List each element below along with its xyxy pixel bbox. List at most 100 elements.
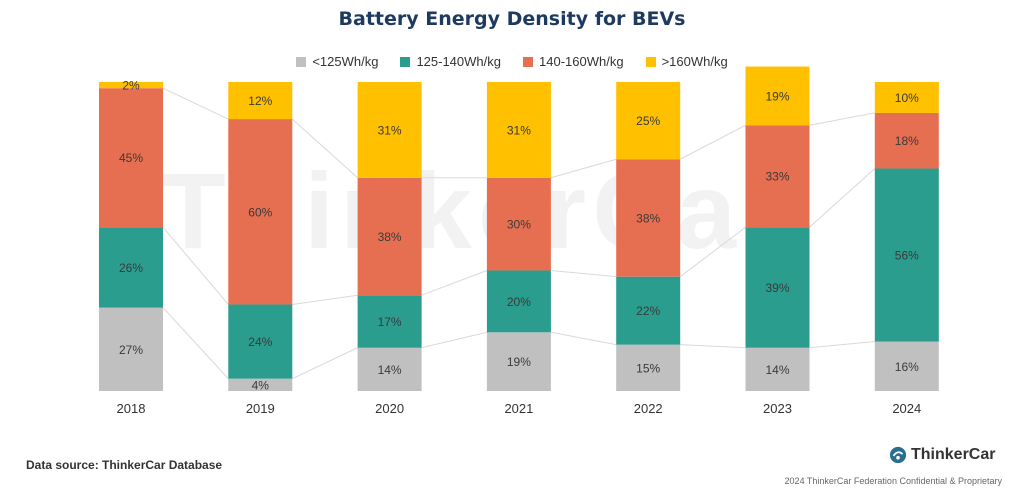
connector-line (292, 294, 358, 305)
legend-label: 125-140Wh/kg (416, 54, 501, 69)
legend: <125Wh/kg 125-140Wh/kg 140-160Wh/kg >160Wh/… (0, 54, 1024, 69)
bar-segment (745, 227, 810, 348)
data-label: 24% (248, 335, 272, 349)
data-label: 19% (507, 355, 531, 369)
bar-segment (616, 344, 681, 391)
legend-swatch (400, 56, 411, 67)
connector-line (162, 226, 229, 305)
bar-segment (745, 347, 810, 391)
chart-plot: 27% 26% 45% 2% 2018 4% 24% 60% 12% 2019 14% 17% 38% 3… (99, 66, 939, 416)
bar-segment (874, 168, 939, 342)
connector-line (679, 124, 746, 160)
bar-segment (357, 177, 422, 296)
legend-swatch (645, 56, 656, 67)
data-label: 60% (248, 205, 272, 219)
connector-line (550, 331, 617, 346)
confidential-note: 2024 ThinkerCar Federation Confidential … (784, 476, 1002, 486)
data-label: 12% (248, 94, 272, 108)
bar-segment (745, 125, 810, 228)
data-source-note: Data source: ThinkerCar Database (26, 458, 223, 472)
legend-label: >160Wh/kg (661, 54, 728, 69)
connector-line (550, 158, 617, 179)
bar-segment (874, 82, 939, 113)
connector-line (421, 331, 488, 349)
x-tick-label: 2024 (892, 401, 921, 416)
bar-segment (745, 66, 810, 126)
connector-line (162, 87, 229, 120)
data-label: 31% (378, 123, 402, 137)
connector-line (550, 269, 617, 278)
data-label: 10% (895, 91, 919, 105)
bar-segment (228, 304, 293, 379)
connector-line (809, 112, 875, 126)
brand-logo-icon (889, 446, 907, 464)
bar-segment (874, 112, 939, 169)
connector-line (809, 168, 876, 228)
data-label: 30% (507, 218, 531, 232)
data-label: 45% (119, 151, 143, 165)
bar-segment (228, 82, 293, 120)
x-tick-label: 2020 (375, 401, 404, 416)
connector-line (291, 118, 358, 179)
data-label: 18% (895, 134, 919, 148)
bar-segment (228, 378, 293, 391)
legend-label: <125Wh/kg (312, 54, 379, 69)
connector-line (679, 226, 746, 278)
data-label: 39% (765, 281, 789, 295)
x-tick-label: 2022 (634, 401, 663, 416)
x-tick-label: 2023 (763, 401, 792, 416)
legend-item-2: 140-160Wh/kg (523, 54, 624, 69)
data-label: 4% (252, 378, 270, 392)
data-label: 26% (119, 261, 143, 275)
data-label: 20% (507, 295, 531, 309)
brand-name: ThinkerCar (911, 446, 996, 463)
bar-segment (99, 307, 163, 391)
bar-segment (616, 159, 681, 277)
bar-segment (486, 82, 551, 178)
data-label: 27% (119, 343, 143, 357)
data-label: 14% (378, 363, 402, 377)
legend-swatch (296, 56, 307, 67)
data-label: 22% (636, 304, 660, 318)
data-label: 16% (895, 360, 919, 374)
x-tick-label: 2018 (117, 401, 146, 416)
data-label: 15% (636, 361, 660, 375)
data-label: 31% (507, 123, 531, 137)
bar-segment (99, 82, 163, 89)
legend-item-0: <125Wh/kg (296, 54, 378, 69)
connector-line (680, 344, 746, 349)
legend-label: 140-160Wh/kg (539, 54, 624, 69)
connector-line (809, 341, 875, 349)
brand-logo: ThinkerCar (889, 446, 995, 464)
x-tick-label: 2021 (504, 401, 533, 416)
legend-item-3: >160Wh/kg (645, 54, 728, 69)
bar-segment (357, 347, 422, 391)
bar-segment (486, 177, 551, 271)
data-label: 19% (765, 89, 789, 103)
x-tick-label: 2019 (246, 401, 275, 416)
bar-segment (486, 270, 551, 333)
connector-line (421, 270, 488, 296)
data-label: 2% (122, 79, 140, 93)
bar-segment (486, 332, 551, 391)
bar-segment (357, 82, 422, 178)
bar-segment (228, 119, 293, 305)
bar-segment (616, 82, 681, 160)
bar-segment (874, 341, 939, 391)
connector-line (162, 307, 229, 379)
bar-segment (357, 295, 422, 348)
bar-segment (99, 227, 163, 308)
data-label: 33% (765, 170, 789, 184)
legend-item-1: 125-140Wh/kg (400, 54, 501, 69)
data-label: 17% (378, 315, 402, 329)
bar-segment (616, 276, 681, 345)
connector-line (292, 347, 358, 380)
data-label: 14% (765, 363, 789, 377)
legend-swatch (523, 56, 533, 67)
chart-title: Battery Energy Density for BEVs (338, 8, 686, 30)
data-label: 56% (895, 249, 919, 263)
data-label: 38% (636, 211, 660, 225)
data-label: 38% (378, 230, 402, 244)
data-label: 25% (636, 114, 660, 128)
